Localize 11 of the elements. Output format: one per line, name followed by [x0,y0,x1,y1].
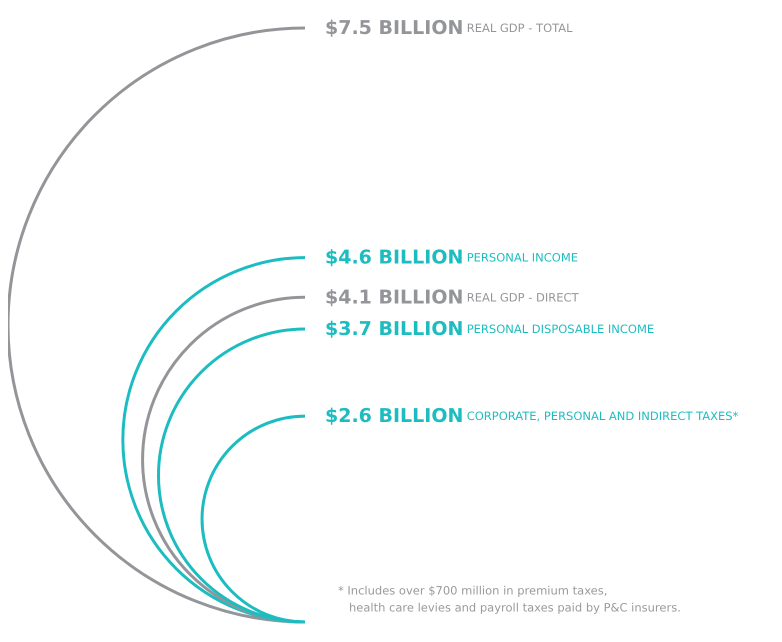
data-label: $4.6 BILLION [325,246,464,269]
data-label: $2.6 BILLION [325,405,464,428]
category-label: PERSONAL INCOME [466,250,578,265]
text: * Includes over $700 million in premium taxes, health care levies and payroll taxes paid by P&C insurers. [338,584,681,614]
data-label: $7.5 BILLION [325,17,464,39]
data-label: $4.1 BILLION [325,286,464,308]
data-label: $3.7 BILLION [325,318,464,340]
category-label: REAL GDP - DIRECT [466,290,580,304]
category-label: REAL GDP - TOTAL [466,21,574,35]
category-label: CORPORATE, PERSONAL AND INDIRECT TAXES* [466,409,739,424]
category-label: PERSONAL DISPOSABLE INCOME [466,322,654,336]
